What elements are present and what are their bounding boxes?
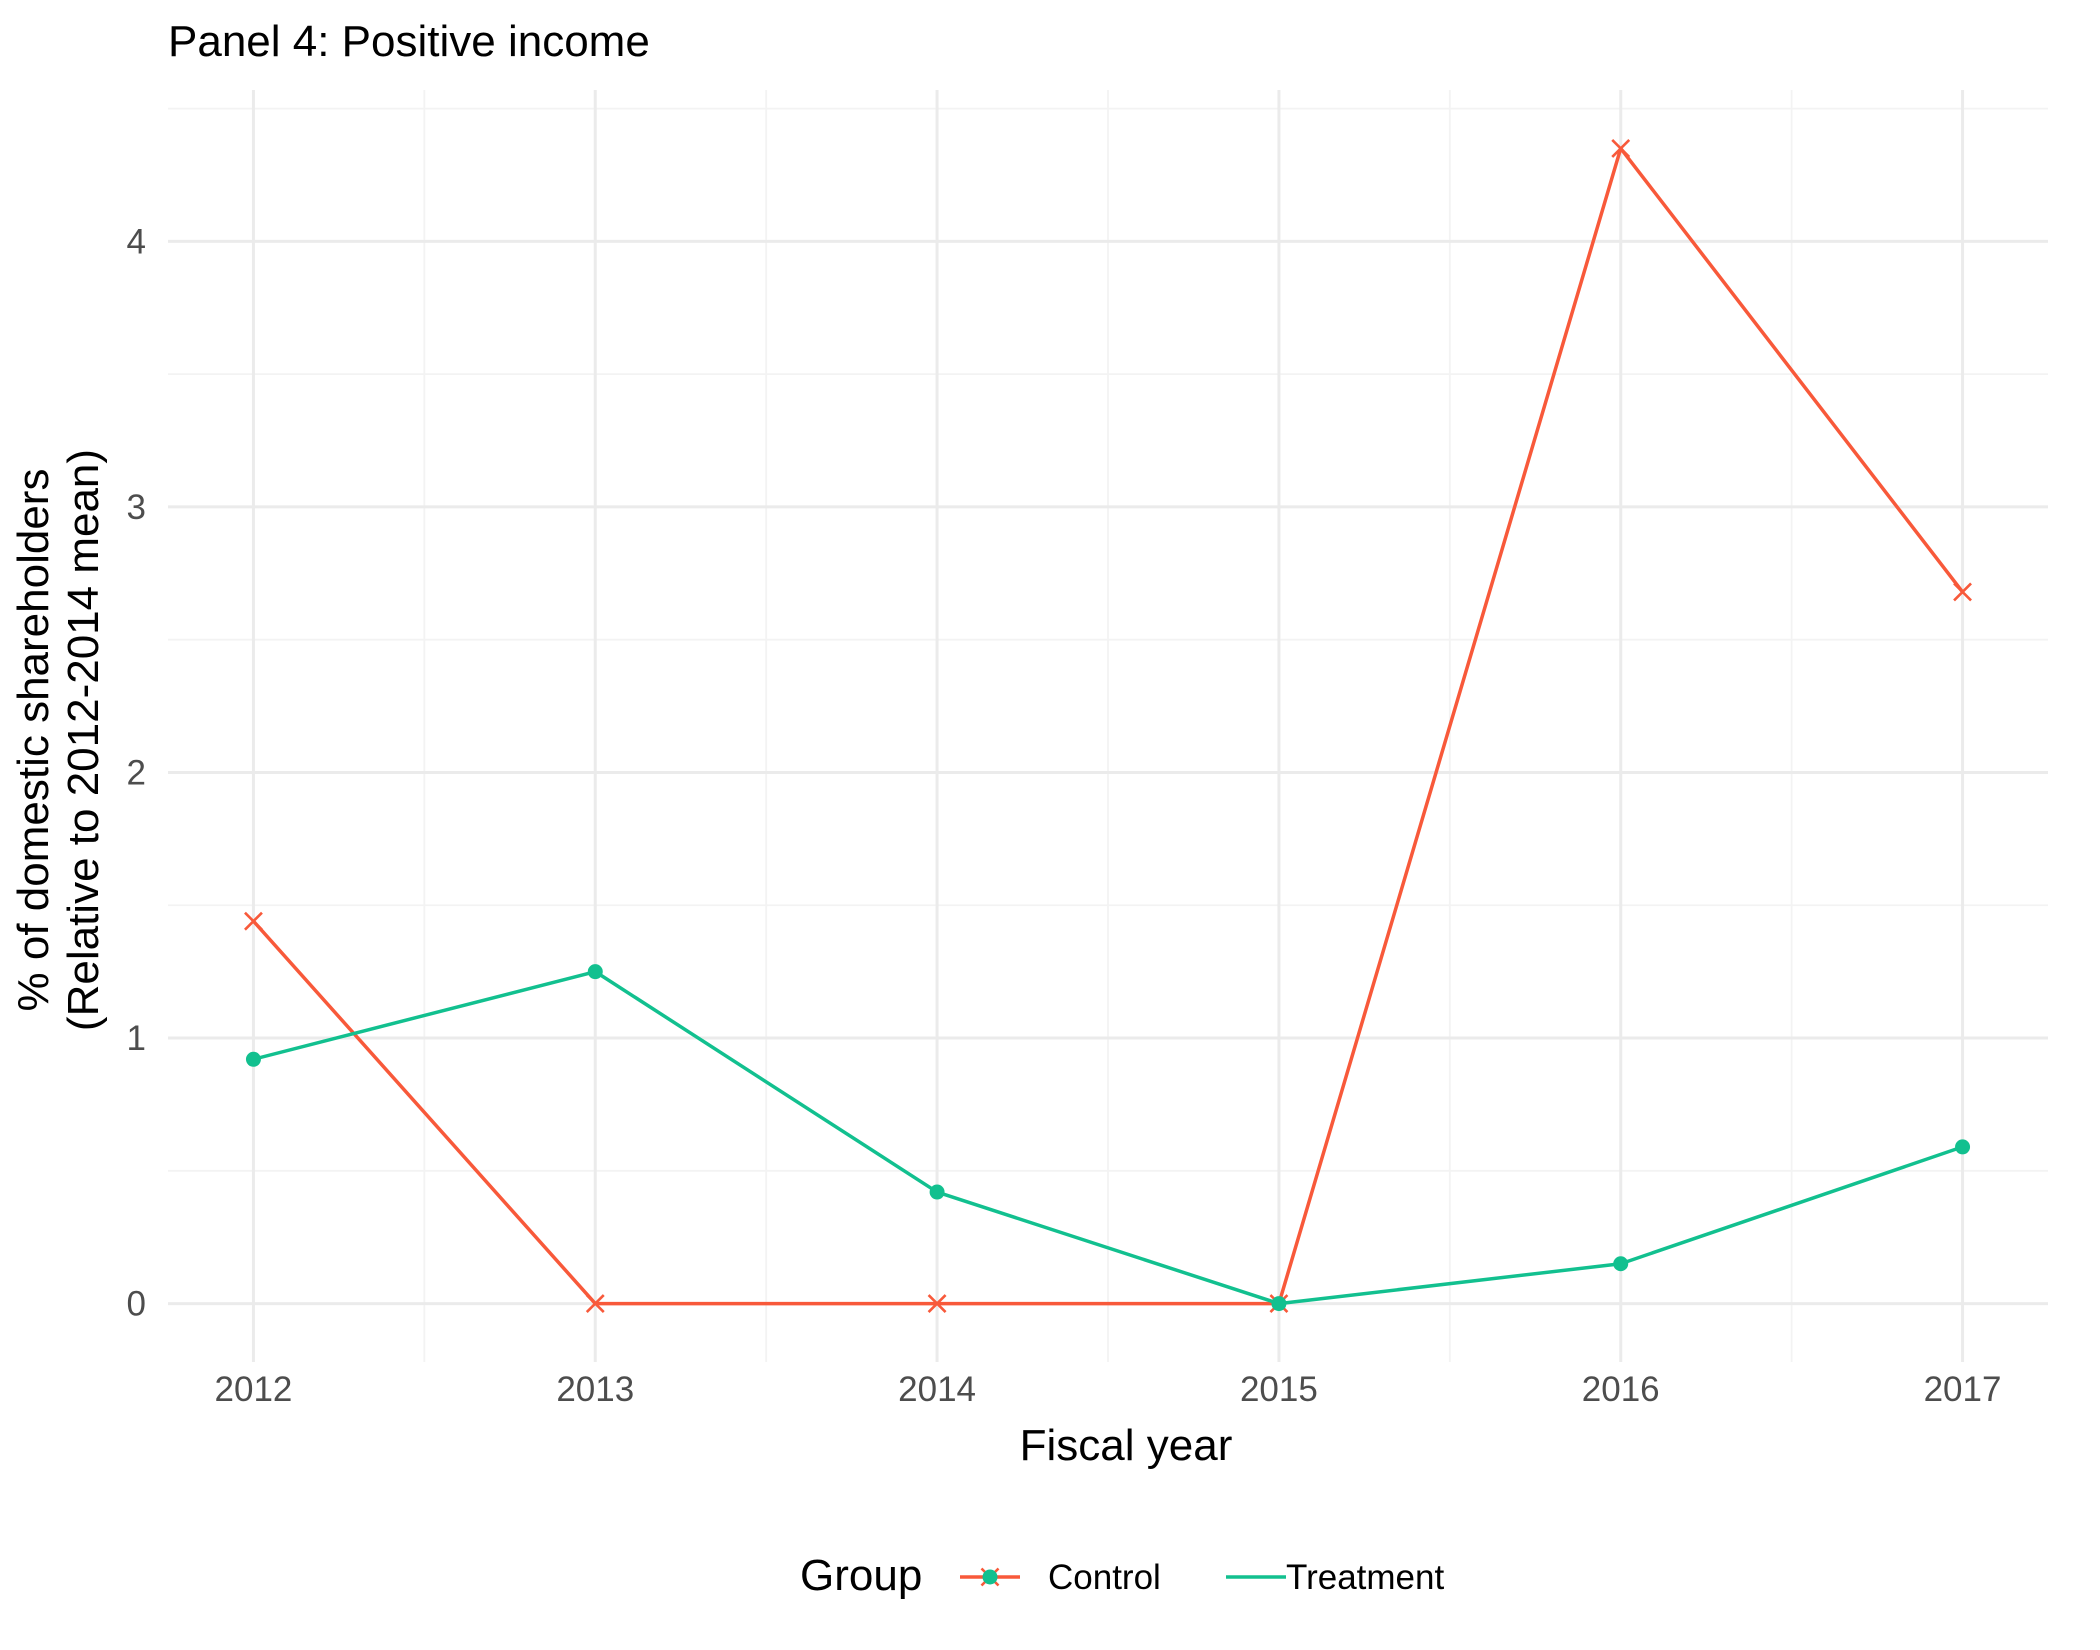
y-tick-label: 1: [127, 1019, 146, 1058]
y-axis-title: % of domestic shareholders (Relative to …: [9, 449, 108, 1031]
legend-item-treatment: Treatment: [982, 1558, 1444, 1597]
y-axis-title-line-2: (Relative to 2012-2014 mean): [59, 449, 108, 1031]
data-point-control-stroke-b: [927, 1294, 947, 1313]
data-point-control: [927, 1294, 947, 1313]
data-point-treatment: [1271, 1296, 1287, 1312]
x-tick-label: 2013: [556, 1370, 634, 1409]
series-line-treatment: [253, 969, 1964, 1306]
x-tick-label: 2015: [1240, 1370, 1318, 1409]
x-tick-label: 2016: [1582, 1370, 1660, 1409]
series-markers: [244, 139, 1972, 1313]
data-point-control: [244, 911, 263, 931]
series-lines: [252, 146, 1964, 1306]
x-axis-title: Fiscal year: [1020, 1421, 1233, 1470]
data-point-control-stroke-b: [1953, 582, 1972, 602]
legend-item-control: Control: [960, 1558, 1161, 1597]
data-point-treatment: [1955, 1139, 1971, 1155]
x-tick-label: 2012: [215, 1370, 293, 1409]
x-tick-label: 2014: [898, 1370, 976, 1409]
legend-marker-treatment: [982, 1569, 998, 1585]
data-point-control: [1953, 582, 1972, 602]
y-axis-title-line-1: % of domestic shareholders: [9, 469, 58, 1012]
y-tick-label: 4: [127, 222, 146, 261]
legend-title: Group: [800, 1551, 922, 1600]
y-tick-label: 2: [127, 753, 146, 792]
legend-key-treatment-marker: [982, 1569, 998, 1585]
y-axis-tick-labels: 0 1 2 3 4: [127, 222, 146, 1323]
chart-title: Panel 4: Positive income: [168, 17, 650, 66]
series-line-control: [252, 146, 1964, 1306]
data-point-treatment: [1613, 1256, 1629, 1272]
data-point-control-stroke-b: [1611, 139, 1631, 158]
data-point-treatment: [587, 964, 603, 980]
x-tick-label: 2017: [1924, 1370, 2002, 1409]
data-point-control: [1611, 139, 1631, 158]
data-point-control-stroke-b: [244, 911, 263, 931]
legend: Group Control Treatment: [800, 1551, 1444, 1600]
legend-label-treatment: Treatment: [1286, 1558, 1444, 1597]
y-tick-label: 3: [127, 488, 146, 527]
x-axis-tick-labels: 2012 2013 2014 2015 2016 2017: [215, 1370, 2002, 1409]
minor-gridlines: [168, 90, 2048, 1362]
y-tick-label: 0: [127, 1285, 146, 1324]
legend-label-control: Control: [1048, 1558, 1161, 1597]
data-point-treatment: [929, 1184, 945, 1200]
data-point-treatment: [245, 1051, 261, 1067]
data-point-control-stroke-b: [585, 1294, 605, 1313]
data-point-control: [585, 1294, 605, 1313]
